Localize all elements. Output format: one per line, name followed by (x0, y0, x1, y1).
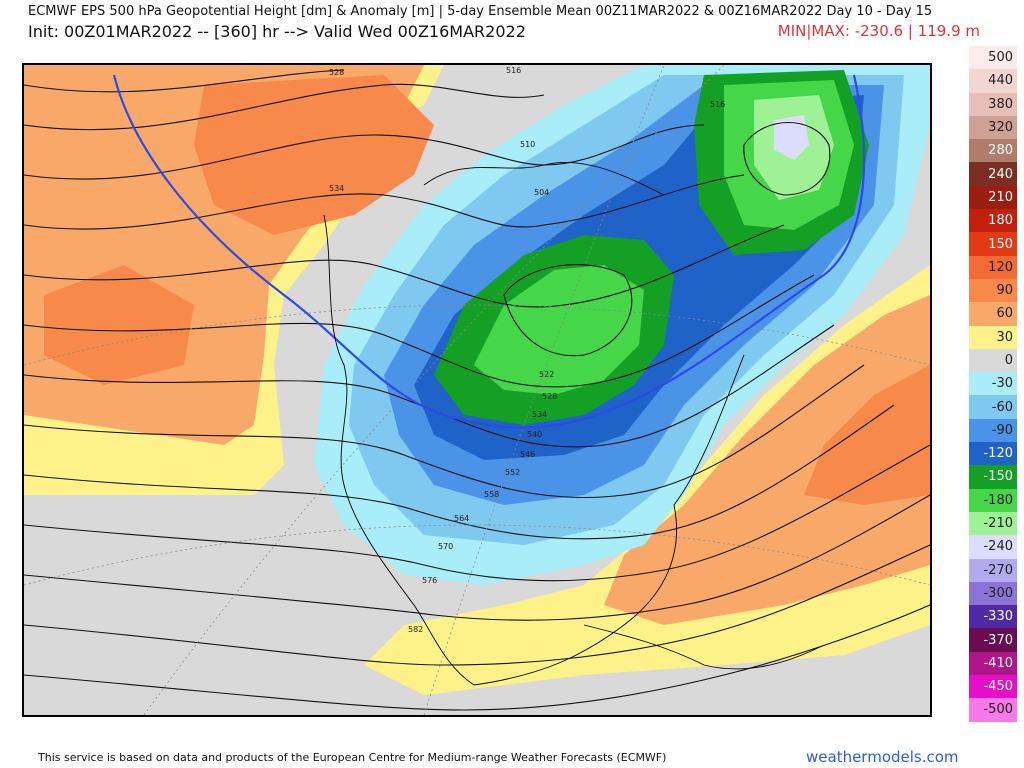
colorbar-entry: -330 (969, 605, 1017, 629)
contour-label: 552 (505, 468, 520, 477)
graticule (24, 65, 930, 715)
colorbar-label: -240 (983, 539, 1013, 555)
positive-anomaly-west-90b (44, 265, 194, 385)
colorbar-entry: 60 (969, 302, 1017, 326)
colorbar-entry: -90 (969, 418, 1017, 443)
colorbar-entry: 30 (969, 325, 1017, 349)
colorbar-label: 30 (996, 329, 1013, 345)
contour-label: 510 (520, 140, 535, 149)
colorbar-label: 180 (988, 213, 1013, 229)
colorbar-entry: 500 (969, 46, 1017, 70)
colorbar-label: -450 (983, 679, 1013, 695)
colorbar-label: -300 (983, 585, 1013, 601)
colorbar-entry: -500 (969, 698, 1017, 722)
colorbar-entry: 320 (969, 115, 1017, 140)
colorbar-entry: 180 (969, 209, 1017, 233)
colorbar-entry: 240 (969, 162, 1017, 186)
colorbar-entry: -300 (969, 581, 1017, 606)
contour-label: 534 (532, 410, 547, 419)
colorbar-label: -180 (983, 492, 1013, 508)
colorbar-entry: -410 (969, 651, 1017, 676)
colorbar-label: 240 (988, 166, 1013, 182)
colorbar-label: -150 (983, 469, 1013, 485)
contour-label: 516 (710, 100, 725, 109)
contour-label: 540 (527, 430, 542, 439)
colorbar-entry: -60 (969, 395, 1017, 419)
colorbar-entry: -150 (969, 465, 1017, 489)
colorbar-label: -330 (983, 609, 1013, 625)
colorbar-label: -270 (983, 562, 1013, 578)
min-max-readout: MIN|MAX: -230.6 | 119.9 m (777, 22, 980, 40)
colorbar-entry: -210 (969, 511, 1017, 536)
colorbar-entry: -120 (969, 442, 1017, 466)
colorbar-label: -120 (983, 446, 1013, 462)
colorbar-label: 280 (988, 143, 1013, 159)
contour-label: 564 (454, 514, 469, 523)
colorbar-entry: -370 (969, 628, 1017, 652)
colorbar-entry: 280 (969, 139, 1017, 163)
contour-label: 504 (534, 188, 549, 197)
colorbar-entry: 210 (969, 185, 1017, 210)
colorbar-entry: -450 (969, 675, 1017, 699)
colorbar-label: -410 (983, 655, 1013, 671)
init-valid-line: Init: 00Z01MAR2022 -- [360] hr --> Valid… (28, 22, 526, 41)
colorbar-entry: 120 (969, 255, 1017, 279)
contour-label: 522 (539, 370, 554, 379)
contour-label: 528 (542, 392, 557, 401)
coastlines (323, 161, 825, 686)
colorbar-label: -370 (983, 632, 1013, 648)
ecmwf-credit: This service is based on data and produc… (38, 751, 667, 764)
blue-reference-line (112, 74, 866, 429)
contour-label: 534 (329, 184, 344, 193)
colorbar-label: 120 (988, 259, 1013, 275)
colorbar-entry: 380 (969, 92, 1017, 116)
colorbar-entry: 150 (969, 232, 1017, 256)
colorbar-label: 440 (988, 73, 1013, 89)
positive-anomaly-east-60 (604, 295, 930, 625)
contour-label: 528 (329, 68, 344, 77)
colorbar-label: 210 (988, 189, 1013, 205)
positive-anomaly-east-90 (804, 365, 930, 505)
colorbar-entry: -270 (969, 558, 1017, 582)
colorbar-label: -90 (991, 422, 1013, 438)
colorbar-entry: -180 (969, 488, 1017, 512)
colorbar-entry: 440 (969, 69, 1017, 93)
colorbar-label: -30 (991, 376, 1013, 392)
colorbar-label: 150 (988, 236, 1013, 252)
contour-label: 558 (484, 490, 499, 499)
colorbar-label: -500 (983, 702, 1013, 718)
colorbar-label: 500 (988, 50, 1013, 66)
colorbar-entry: 0 (969, 348, 1017, 373)
colorbar-label: 380 (988, 96, 1013, 112)
colorbar-label: 320 (988, 120, 1013, 136)
contour-labels: 528 516 534 510 504 516 522 528 534 540 … (329, 66, 725, 634)
colorbar-label: 90 (996, 283, 1013, 299)
colorbar-label: 0 (1004, 353, 1013, 368)
colorbar-label: 60 (996, 306, 1013, 322)
brand-link[interactable]: weathermodels.com (806, 748, 959, 766)
colorbar-label: -60 (991, 399, 1013, 415)
colorbar-entry: -240 (969, 535, 1017, 559)
contour-label: 576 (422, 576, 437, 585)
contour-label: 570 (438, 542, 453, 551)
colorbar-entry: -30 (969, 372, 1017, 396)
anomaly-map: 528 516 534 510 504 516 522 528 534 540 … (24, 65, 930, 715)
chart-title: ECMWF EPS 500 hPa Geopotential Height [d… (28, 4, 933, 19)
map-panel: 528 516 534 510 504 516 522 528 534 540 … (22, 63, 932, 717)
negative-anomaly-240-northeast (774, 115, 809, 160)
contour-label: 546 (520, 450, 535, 459)
contour-label: 582 (408, 625, 423, 634)
colorbar-label: -210 (983, 516, 1013, 532)
anomaly-colorbar: 500 440 380 320 280 240 210 180 150 120 90 60 30 0 -30… (969, 46, 1017, 722)
colorbar-entry: 90 (969, 278, 1017, 303)
positive-anomaly-west-90 (194, 75, 434, 235)
height-contours (24, 69, 930, 711)
contour-label: 516 (506, 66, 521, 75)
